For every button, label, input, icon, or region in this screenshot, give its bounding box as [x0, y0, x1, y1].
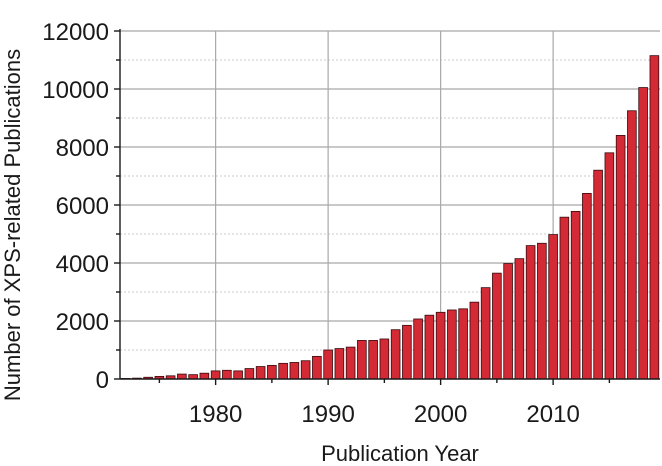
bar	[244, 368, 255, 380]
x-tick-label: 2010	[526, 401, 579, 428]
x-tick-label: 2000	[414, 401, 467, 428]
bar	[525, 245, 536, 380]
bar	[469, 301, 480, 380]
y-tick-label: 0	[96, 367, 109, 394]
bar	[627, 110, 637, 380]
bar	[548, 234, 558, 380]
y-tick-label: 10000	[42, 77, 109, 104]
bar	[379, 338, 390, 380]
bar	[435, 311, 446, 380]
x-tick-label: 1990	[301, 401, 354, 428]
bar	[458, 308, 468, 380]
bar	[177, 373, 187, 380]
bar	[413, 318, 423, 380]
bar	[199, 372, 210, 380]
bar	[267, 364, 277, 380]
x-axis-title: Publication Year	[321, 441, 479, 466]
bar	[447, 309, 457, 380]
bar	[312, 355, 322, 380]
bar	[537, 242, 547, 380]
y-tick-label: 8000	[56, 135, 109, 162]
bar	[514, 258, 525, 380]
y-axis-title: Number of XPS-related Publications	[0, 49, 25, 401]
bar	[615, 134, 626, 380]
bar	[582, 192, 592, 380]
bar	[222, 369, 232, 380]
bar	[649, 55, 660, 380]
bar	[323, 349, 333, 380]
bar	[424, 314, 435, 380]
bar	[368, 340, 378, 380]
bar	[570, 210, 581, 380]
bars	[120, 55, 660, 380]
bar	[390, 329, 401, 380]
bar	[559, 216, 570, 380]
y-tick-label: 12000	[42, 19, 109, 46]
bar	[300, 360, 311, 380]
y-tick-label: 6000	[56, 193, 109, 220]
y-tick-label: 4000	[56, 251, 109, 278]
bar	[638, 87, 648, 380]
bar	[503, 263, 513, 380]
axes	[114, 29, 660, 385]
bar	[210, 370, 221, 380]
bar	[278, 362, 288, 380]
bar	[402, 324, 412, 380]
bar	[593, 169, 603, 380]
tick-labels: 0 2000 4000 6000 8000 10000 12000 1980 1990 2000 2…	[42, 19, 580, 428]
bar	[334, 348, 345, 380]
grid	[120, 30, 660, 379]
bar	[233, 370, 243, 380]
bar	[357, 340, 367, 380]
bar	[492, 272, 502, 380]
bar	[255, 366, 266, 380]
bar	[480, 287, 491, 380]
bar	[345, 346, 356, 380]
x-tick-label: 1980	[189, 401, 242, 428]
y-tick-label: 2000	[56, 309, 109, 336]
bar	[604, 152, 615, 380]
bar	[289, 362, 300, 380]
